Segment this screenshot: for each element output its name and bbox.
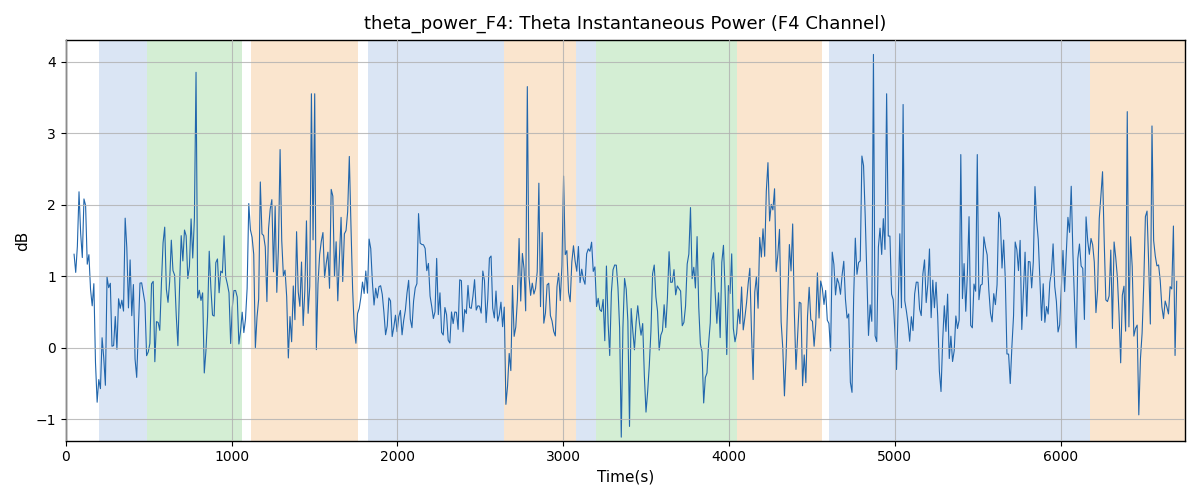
Bar: [576, 40, 596, 440]
Bar: [828, 40, 1091, 440]
Bar: [1091, 40, 1186, 440]
X-axis label: Time(s): Time(s): [596, 470, 654, 485]
Bar: [252, 40, 358, 440]
Bar: [737, 40, 822, 440]
Bar: [98, 40, 148, 440]
Bar: [504, 40, 576, 440]
Bar: [148, 40, 241, 440]
Y-axis label: dB: dB: [16, 230, 30, 250]
Title: theta_power_F4: Theta Instantaneous Power (F4 Channel): theta_power_F4: Theta Instantaneous Powe…: [365, 15, 887, 34]
Bar: [367, 40, 504, 440]
Bar: [596, 40, 737, 440]
